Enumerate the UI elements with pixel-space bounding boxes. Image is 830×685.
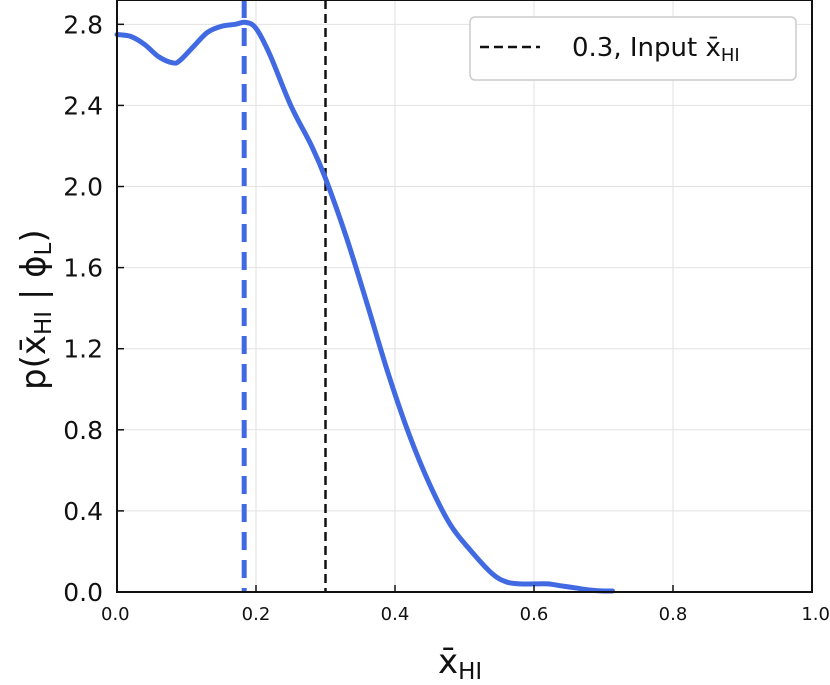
reference-lines: [241, 0, 327, 592]
y-tick-label: 2.4: [63, 91, 103, 120]
x-tick-label: 0.8: [659, 604, 688, 625]
legend-box: [469, 16, 797, 81]
x-tick-labels: 0.0 0.2 0.4 0.6 0.8 1.0: [101, 604, 830, 625]
x-tick-label: 0.4: [381, 604, 410, 625]
y-tick-label: 1.2: [63, 335, 103, 364]
x-tick-label: 0.2: [242, 604, 271, 625]
plot-frame: [116, 0, 813, 593]
y-tick-labels: 0.0 0.4 0.8 1.2 1.6 2.0 2.4 2.8: [63, 10, 103, 607]
series: [114, 19, 616, 594]
ticks: [116, 23, 813, 593]
y-axis-label: p(x̄HI | ϕL): [14, 229, 57, 390]
y-tick-label: 2.0: [63, 173, 103, 202]
x-tick-label: 0.6: [520, 604, 549, 625]
x-tick-label: 1.0: [801, 604, 830, 625]
posterior-curve: [114, 19, 616, 594]
x-axis-label: x̄HI: [438, 642, 482, 685]
legend: 0.3, Input x̄HI: [469, 16, 797, 81]
x-tick-label: 0.0: [101, 604, 130, 625]
y-tick-label: 0.0: [63, 578, 103, 607]
legend-label: 0.3, Input x̄HI: [572, 33, 740, 66]
y-tick-label: 1.6: [63, 254, 103, 283]
y-tick-label: 2.8: [63, 10, 103, 39]
y-tick-label: 0.4: [63, 497, 103, 526]
y-tick-label: 0.8: [63, 416, 103, 445]
